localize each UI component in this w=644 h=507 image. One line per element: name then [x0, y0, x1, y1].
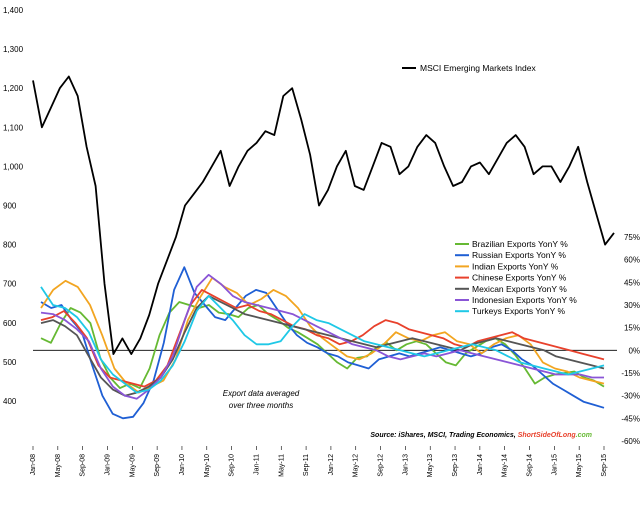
x-tick-label: May-12 [353, 454, 360, 477]
x-tick-label: Sep-14 [527, 454, 534, 477]
left-tick-label: 1,300 [3, 45, 24, 54]
x-tick-label: Jan-09 [104, 454, 111, 476]
export-series-line [40, 295, 605, 397]
index-series-line [32, 75, 615, 355]
x-tick-label: Jan-12 [328, 454, 335, 476]
left-tick-label: 1,400 [3, 6, 24, 15]
right-tick-label: 60% [624, 256, 640, 265]
left-tick-label: 400 [3, 397, 17, 406]
x-tick-label: May-15 [576, 454, 583, 477]
export-series-line [40, 286, 605, 394]
legend-index: MSCI Emerging Markets Index [402, 63, 536, 73]
left-tick-label: 1,000 [3, 162, 24, 171]
legend-label-index: MSCI Emerging Markets Index [420, 63, 536, 73]
x-tick-label: Jan-11 [253, 454, 260, 475]
right-tick-label: -30% [621, 392, 640, 401]
source-text: Source: iShares, MSCI, Trading Economics… [370, 432, 592, 439]
right-tick-label: -45% [621, 414, 640, 423]
right-axis: -60% -45% -30% -15% 0% 15% 30% 45% 60% 75% [621, 233, 640, 446]
x-tick-label: May-13 [427, 454, 434, 477]
right-tick-label: -60% [621, 437, 640, 446]
annotation-text-line2: over three months [229, 401, 293, 410]
x-tick-label: May-09 [129, 454, 136, 477]
legend-exports: Brazilian Exports YonY %Russian Exports … [455, 239, 577, 316]
right-tick-label: 15% [624, 324, 640, 333]
left-tick-label: 600 [3, 319, 17, 328]
legend-label-export: Indian Exports YonY % [472, 261, 559, 271]
export-series-line [40, 266, 605, 420]
legend-label-export: Turkeys Exports YonY % [472, 306, 566, 316]
right-tick-label: 45% [624, 278, 640, 287]
right-tick-label: -15% [621, 369, 640, 378]
left-tick-label: 800 [3, 241, 17, 250]
x-tick-label: Jan-08 [30, 454, 37, 476]
legend-label-export: Indonesian Exports YonY % [472, 295, 577, 305]
x-tick-label: Sep-09 [154, 454, 161, 477]
x-tick-label: Jan-14 [477, 454, 484, 476]
x-tick-label: Sep-08 [80, 454, 87, 477]
x-tick-label: Sep-15 [601, 454, 608, 477]
left-tick-label: 900 [3, 202, 17, 211]
legend-label-export: Russian Exports YonY % [472, 250, 566, 260]
export-series-line [40, 273, 604, 400]
x-tick-label: Jan-15 [551, 454, 558, 476]
x-tick-label: May-08 [55, 454, 62, 477]
left-tick-label: 1,100 [3, 123, 24, 132]
x-tick-label: Jan-13 [402, 454, 409, 476]
series-layer [32, 75, 615, 420]
right-tick-label: 0% [628, 346, 640, 355]
left-tick-label: 500 [3, 358, 17, 367]
left-tick-label: 1,200 [3, 84, 24, 93]
x-axis: Jan-08 May-08 Sep-08 Jan-09 May-09 Sep-09 Jan-… [30, 446, 608, 477]
x-tick-label: Sep-11 [303, 454, 310, 476]
x-tick-label: Sep-12 [378, 454, 385, 477]
legend-label-export: Chinese Exports YonY % [472, 273, 567, 283]
right-tick-label: 75% [624, 233, 640, 242]
x-tick-label: Jan-10 [179, 454, 186, 476]
left-tick-label: 700 [3, 280, 17, 289]
export-series-line [40, 276, 605, 394]
x-tick-label: May-14 [502, 454, 509, 477]
right-tick-label: 30% [624, 301, 640, 310]
x-tick-label: May-10 [204, 454, 211, 477]
legend-label-export: Brazilian Exports YonY % [472, 239, 568, 249]
x-tick-label: Sep-10 [229, 454, 236, 477]
legend-label-export: Mexican Exports YonY % [472, 284, 567, 294]
export-series-line [40, 289, 605, 388]
annotation-text: Export data averaged [223, 389, 300, 398]
left-axis: 400 500 600 700 800 900 1,000 1,100 1,200 1,300 1,… [3, 6, 24, 406]
x-tick-label: May-11 [278, 454, 285, 477]
x-tick-label: Sep-13 [452, 454, 459, 477]
